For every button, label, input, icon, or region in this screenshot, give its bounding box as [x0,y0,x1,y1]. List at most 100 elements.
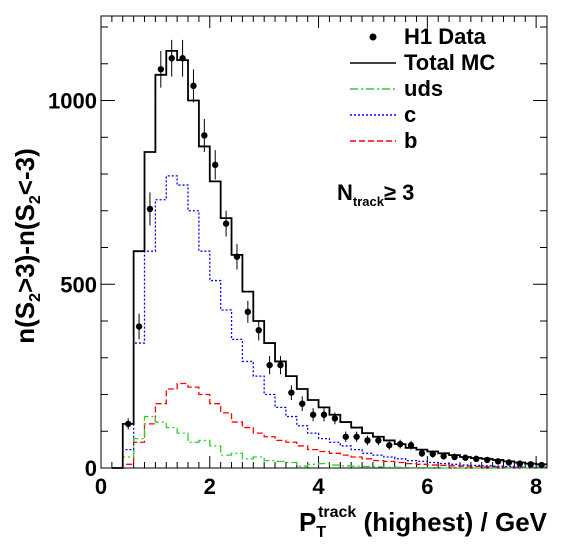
marker [288,389,295,396]
marker [146,205,154,213]
x-tick-label: 4 [312,474,325,499]
legend-label: H1 Data [404,24,487,49]
data-point [146,192,154,226]
data-point [364,435,371,446]
y-tick-label: 1000 [48,89,97,114]
marker [201,132,208,139]
marker [364,437,371,444]
marker [124,420,132,428]
legend-label: uds [404,76,443,101]
series-c [111,175,547,469]
marker [212,161,219,169]
axis-ticks: 0 2 4 6 8 0 500 1000 [48,16,548,499]
marker [157,66,165,73]
data-point [255,319,262,341]
data-point [516,460,524,467]
x-axis-title: PTtrack (highest) / GeV [299,504,548,541]
marker [331,415,339,422]
marker [233,253,241,260]
data-point [157,50,165,88]
marker [309,411,317,418]
annotation: Ntrack≥ 3 [337,180,414,209]
marker [299,400,306,407]
data-point [527,461,534,468]
y-axis-title: n(S2>3)-n(S2<-3) [10,148,44,344]
annotation-main: N [337,180,353,205]
marker [429,450,436,458]
y-axis-title-part: n(S [10,302,40,344]
marker [386,442,393,449]
annotation-rest: ≥ 3 [384,180,414,205]
legend-entry: H1 Data [369,24,487,49]
legend-entry: b [350,128,417,153]
marker [266,361,273,369]
data-point [168,39,175,77]
data-point [233,243,241,270]
data-point [462,454,469,461]
marker [396,440,404,448]
marker [451,453,458,461]
plot-frame [100,15,548,469]
legend-entry: uds [350,76,443,101]
histogram-layer [111,50,547,469]
data-point [135,313,143,340]
data-point [440,452,447,460]
data-point [201,118,208,152]
data-point [277,355,284,375]
marker [190,82,197,90]
data-point [320,408,328,422]
data-point [538,461,545,469]
marker [135,323,143,330]
x-tick-label: 2 [204,474,216,499]
marker [462,454,469,461]
annotation-sub: track [353,194,385,209]
marker [320,411,328,418]
data-point [429,450,436,458]
data-point [266,355,273,375]
y-axis-title-part: >3)-n(S [10,204,40,293]
marker [179,55,186,62]
marker [505,459,513,466]
data-point [494,458,502,465]
marker [494,458,502,465]
marker [440,453,447,460]
x-axis-title-sub: T [316,524,326,541]
data-point [244,300,252,323]
data-point [375,435,382,446]
marker [168,55,175,62]
data-point [212,150,219,180]
data-point [483,456,491,464]
y-axis-title-sub: 2 [27,293,44,302]
x-tick-label: 0 [95,474,107,499]
marker [516,460,524,467]
marker [255,326,262,334]
data-point [342,431,349,442]
legend-label: b [404,128,417,153]
data-point [396,439,404,449]
y-tick-label: 500 [60,272,97,297]
marker [244,308,252,316]
x-axis-title-main: P [299,507,316,537]
legend-entry: Total MC [350,50,495,75]
data-point [418,449,426,457]
y-axis-title-part: <-3) [10,148,40,195]
series-total-mc [111,50,547,469]
x-tick-label: 8 [530,474,542,499]
marker [527,461,534,468]
x-axis-title-sup: track [318,504,356,521]
marker [407,442,415,449]
data-point [179,39,186,77]
data-point [222,210,230,237]
annotation-text: Ntrack≥ 3 [337,180,414,209]
legend-swatch [369,33,377,41]
marker [483,456,491,464]
x-tick-label: 6 [421,474,433,499]
y-axis-title-sub: 2 [27,195,44,204]
series-uds [111,415,547,469]
data-points-layer [124,39,545,469]
legend-label: c [404,102,416,127]
data-point [288,385,295,401]
